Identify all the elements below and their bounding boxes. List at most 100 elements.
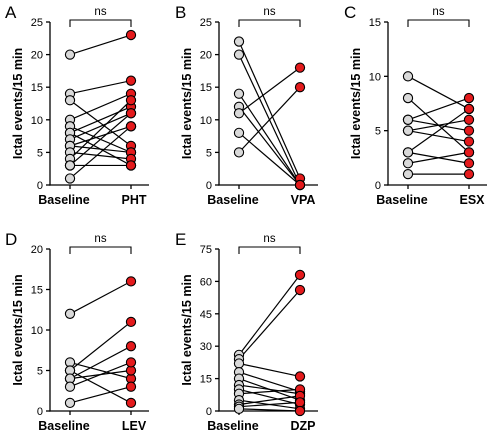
panel-d-y-tick-label: 0: [37, 406, 43, 418]
panel-e-y-tick-label: 30: [200, 341, 212, 353]
panel-a-baseline-point: [64, 160, 76, 171]
panel-d-significance-label: ns: [94, 233, 106, 245]
panel-d-treatment-point: [125, 397, 137, 409]
panel-d-baseline-point: [64, 397, 76, 409]
panel-a-treatment-point: [125, 29, 137, 41]
panel-e-treatment-point: [294, 284, 306, 296]
panel-b-y-tick-label: 25: [200, 17, 212, 29]
panel-b-y-tick-label: 20: [200, 50, 212, 62]
panel-a-category-baseline: Baseline: [38, 193, 89, 207]
panel-e-significance-bracket: [238, 246, 301, 254]
panel-e-y-tick-label: 15: [200, 374, 212, 386]
panel-c-baseline-point: [402, 114, 414, 125]
panel-e-category-baseline: Baseline: [207, 419, 258, 433]
panel-c-category-baseline: Baseline: [376, 193, 427, 207]
panel-b-treatment-point: [294, 62, 306, 73]
panel-c-y-tick-label: 15: [369, 17, 381, 29]
panel-a-y-tick-label: 5: [37, 147, 43, 159]
panel-c-treatment-point: [463, 158, 475, 169]
panel-b-letter: B: [175, 3, 186, 22]
panel-a-pair-line: [69, 145, 132, 153]
panel-a-y-tick-label: 20: [31, 50, 43, 62]
panel-b-baseline-point: [233, 147, 245, 158]
panel-c-baseline-point: [402, 125, 414, 136]
panel-d-pair-line: [69, 361, 132, 388]
panel-b-y-tick-label: 0: [206, 180, 212, 192]
panel-b-category-treatment: VPA: [291, 193, 316, 207]
panel-c-baseline-point: [402, 71, 414, 82]
panel-b-pair-line: [238, 67, 301, 114]
panel-c-significance-label: ns: [432, 6, 444, 18]
panel-b-y-tick-label: 15: [200, 82, 212, 94]
panel-c-treatment-point: [463, 136, 475, 147]
panel-b-baseline-point: [233, 127, 245, 138]
panel-b-pair-line: [238, 106, 301, 186]
panel-c-baseline-point: [402, 168, 414, 180]
panel-e-treatment-point: [294, 371, 306, 382]
panel-d-pair-line: [69, 369, 132, 404]
panel-b-pair-line: [238, 93, 301, 186]
panel-e-pair-line: [238, 384, 301, 395]
panel-d-pair-line: [69, 361, 132, 380]
panel-a-y-tick-label: 0: [37, 180, 43, 192]
panel-a-significance-label: ns: [94, 6, 106, 18]
panel-b-baseline-point: [233, 108, 245, 119]
panel-b-y-title: Ictal events/15 min: [180, 48, 194, 159]
panel-c-baseline-point: [402, 158, 414, 169]
panel-c-treatment-point: [463, 92, 475, 104]
panel-b-significance-bracket: [238, 19, 301, 27]
panel-a-y-tick-label: 25: [31, 17, 43, 29]
panel-a-baseline-point: [64, 49, 76, 60]
panel-c-y-tick-label: 10: [369, 71, 381, 83]
panel-e-pair-line: [238, 371, 301, 393]
panel-e-y-tick-label: 75: [200, 244, 212, 256]
panel-c-treatment-point: [463, 125, 475, 136]
panel-a-letter: A: [5, 3, 17, 22]
panel-d-significance-bracket: [69, 246, 132, 254]
panel-e-pair-line: [238, 401, 301, 408]
panel-d-treatment-point: [125, 341, 137, 352]
panel-d-baseline-point: [64, 381, 76, 392]
panel-d-y-tick-label: 10: [31, 325, 43, 337]
panel-e-baseline-point: [233, 358, 245, 369]
panel-b-treatment-point: [294, 179, 306, 191]
panel-c-pair-line: [407, 119, 470, 132]
panel-a-pair-line: [69, 151, 132, 160]
panel-a-pair-line: [69, 80, 132, 95]
panel-d-y-title: Ictal events/15 min: [11, 274, 25, 385]
panel-a-treatment-point: [125, 121, 137, 132]
panel-a-baseline-point: [64, 173, 76, 184]
panel-e-category-treatment: DZP: [291, 419, 316, 433]
panel-d-treatment-point: [125, 357, 137, 368]
panel-d-treatment-point: [125, 316, 137, 328]
panel-a-pair-line: [69, 112, 132, 140]
panel-e-baseline-point: [233, 403, 245, 414]
panel-e-pair-line: [238, 388, 301, 395]
panel-a-baseline-point: [64, 95, 76, 106]
panel-c-pair-line: [407, 75, 470, 110]
panel-e-y-tick-label: 60: [200, 276, 212, 288]
panel-d-category-baseline: Baseline: [38, 419, 89, 433]
panel-e-letter: E: [175, 230, 186, 249]
panel-b-significance-label: ns: [263, 6, 275, 18]
panel-c-significance-bracket: [407, 19, 470, 27]
panel-a-treatment-point: [125, 160, 137, 171]
panel-c-category-treatment: ESX: [459, 193, 485, 207]
panel-e-y-tick-label: 0: [206, 406, 212, 418]
panel-c-pair-line: [407, 151, 470, 164]
panel-b-baseline-point: [233, 36, 245, 47]
panel-c-treatment-point: [463, 114, 475, 125]
panel-c-y-tick-label: 0: [375, 180, 381, 192]
panel-a-pair-line: [69, 99, 132, 160]
panel-e-treatment-point: [294, 397, 306, 408]
panel-d-pair-line: [69, 321, 132, 371]
panel-c-treatment-point: [463, 147, 475, 158]
panel-b-y-tick-label: 10: [200, 115, 212, 127]
panel-e-significance-label: ns: [263, 233, 275, 245]
panel-c-treatment-point: [463, 103, 475, 115]
panel-a-pair-line: [69, 125, 132, 147]
panel-c-baseline-point: [402, 147, 414, 158]
panel-d-pair-line: [69, 386, 132, 404]
panel-a-treatment-point: [125, 95, 137, 106]
